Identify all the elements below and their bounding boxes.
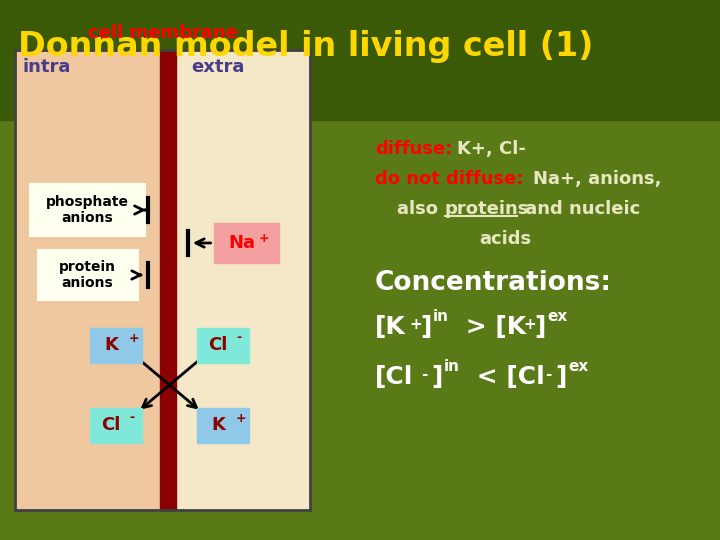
- Text: acids: acids: [479, 230, 531, 248]
- Text: ]: ]: [534, 315, 545, 339]
- Text: in: in: [444, 359, 460, 374]
- Bar: [0, 0, 720, 120]
- Text: +: +: [523, 317, 536, 332]
- Text: diffuse:: diffuse:: [375, 140, 452, 158]
- Bar: [160, 50, 176, 510]
- Text: Donnan model in living cell (1): Donnan model in living cell (1): [18, 30, 593, 63]
- Text: intra: intra: [23, 58, 71, 76]
- Text: cell membrane: cell membrane: [88, 24, 238, 42]
- Bar: [90, 408, 142, 442]
- Text: [Cl: [Cl: [375, 365, 413, 389]
- Bar: [15, 50, 160, 510]
- Text: +: +: [236, 411, 247, 424]
- Text: Concentrations:: Concentrations:: [375, 270, 612, 296]
- Text: phosphate
anions: phosphate anions: [46, 195, 129, 225]
- Text: extra: extra: [191, 58, 244, 76]
- Text: +: +: [259, 232, 269, 245]
- Text: ex: ex: [547, 309, 567, 324]
- Bar: [197, 327, 249, 362]
- Bar: [214, 223, 279, 263]
- Text: Cl: Cl: [102, 416, 121, 434]
- Text: and nucleic: and nucleic: [519, 200, 640, 218]
- Text: protein
anions: protein anions: [59, 260, 116, 290]
- Text: proteins: proteins: [445, 200, 529, 218]
- Text: +: +: [129, 332, 140, 345]
- Text: do not diffuse:: do not diffuse:: [375, 170, 523, 188]
- Text: -: -: [421, 367, 428, 382]
- Text: ]: ]: [420, 315, 431, 339]
- Bar: [30, 184, 145, 236]
- Bar: [15, 50, 310, 510]
- Text: < [Cl: < [Cl: [468, 365, 545, 389]
- Text: ]: ]: [555, 365, 567, 389]
- Text: -: -: [129, 411, 134, 424]
- Bar: [197, 408, 249, 442]
- Bar: [37, 250, 138, 300]
- Text: Na+, anions,: Na+, anions,: [533, 170, 662, 188]
- Text: in: in: [433, 309, 449, 324]
- Text: ]: ]: [431, 365, 442, 389]
- Bar: [176, 50, 310, 510]
- Text: Na: Na: [228, 234, 256, 252]
- Text: K: K: [104, 336, 118, 354]
- Text: also: also: [397, 200, 444, 218]
- Text: [K: [K: [375, 315, 406, 339]
- Text: > [K: > [K: [457, 315, 526, 339]
- Text: -: -: [236, 332, 241, 345]
- Text: +: +: [409, 317, 422, 332]
- Text: K+, Cl-: K+, Cl-: [457, 140, 526, 158]
- Text: ex: ex: [568, 359, 588, 374]
- Text: K: K: [211, 416, 225, 434]
- Bar: [90, 327, 142, 362]
- Text: Cl: Cl: [208, 336, 228, 354]
- Text: -: -: [545, 367, 552, 382]
